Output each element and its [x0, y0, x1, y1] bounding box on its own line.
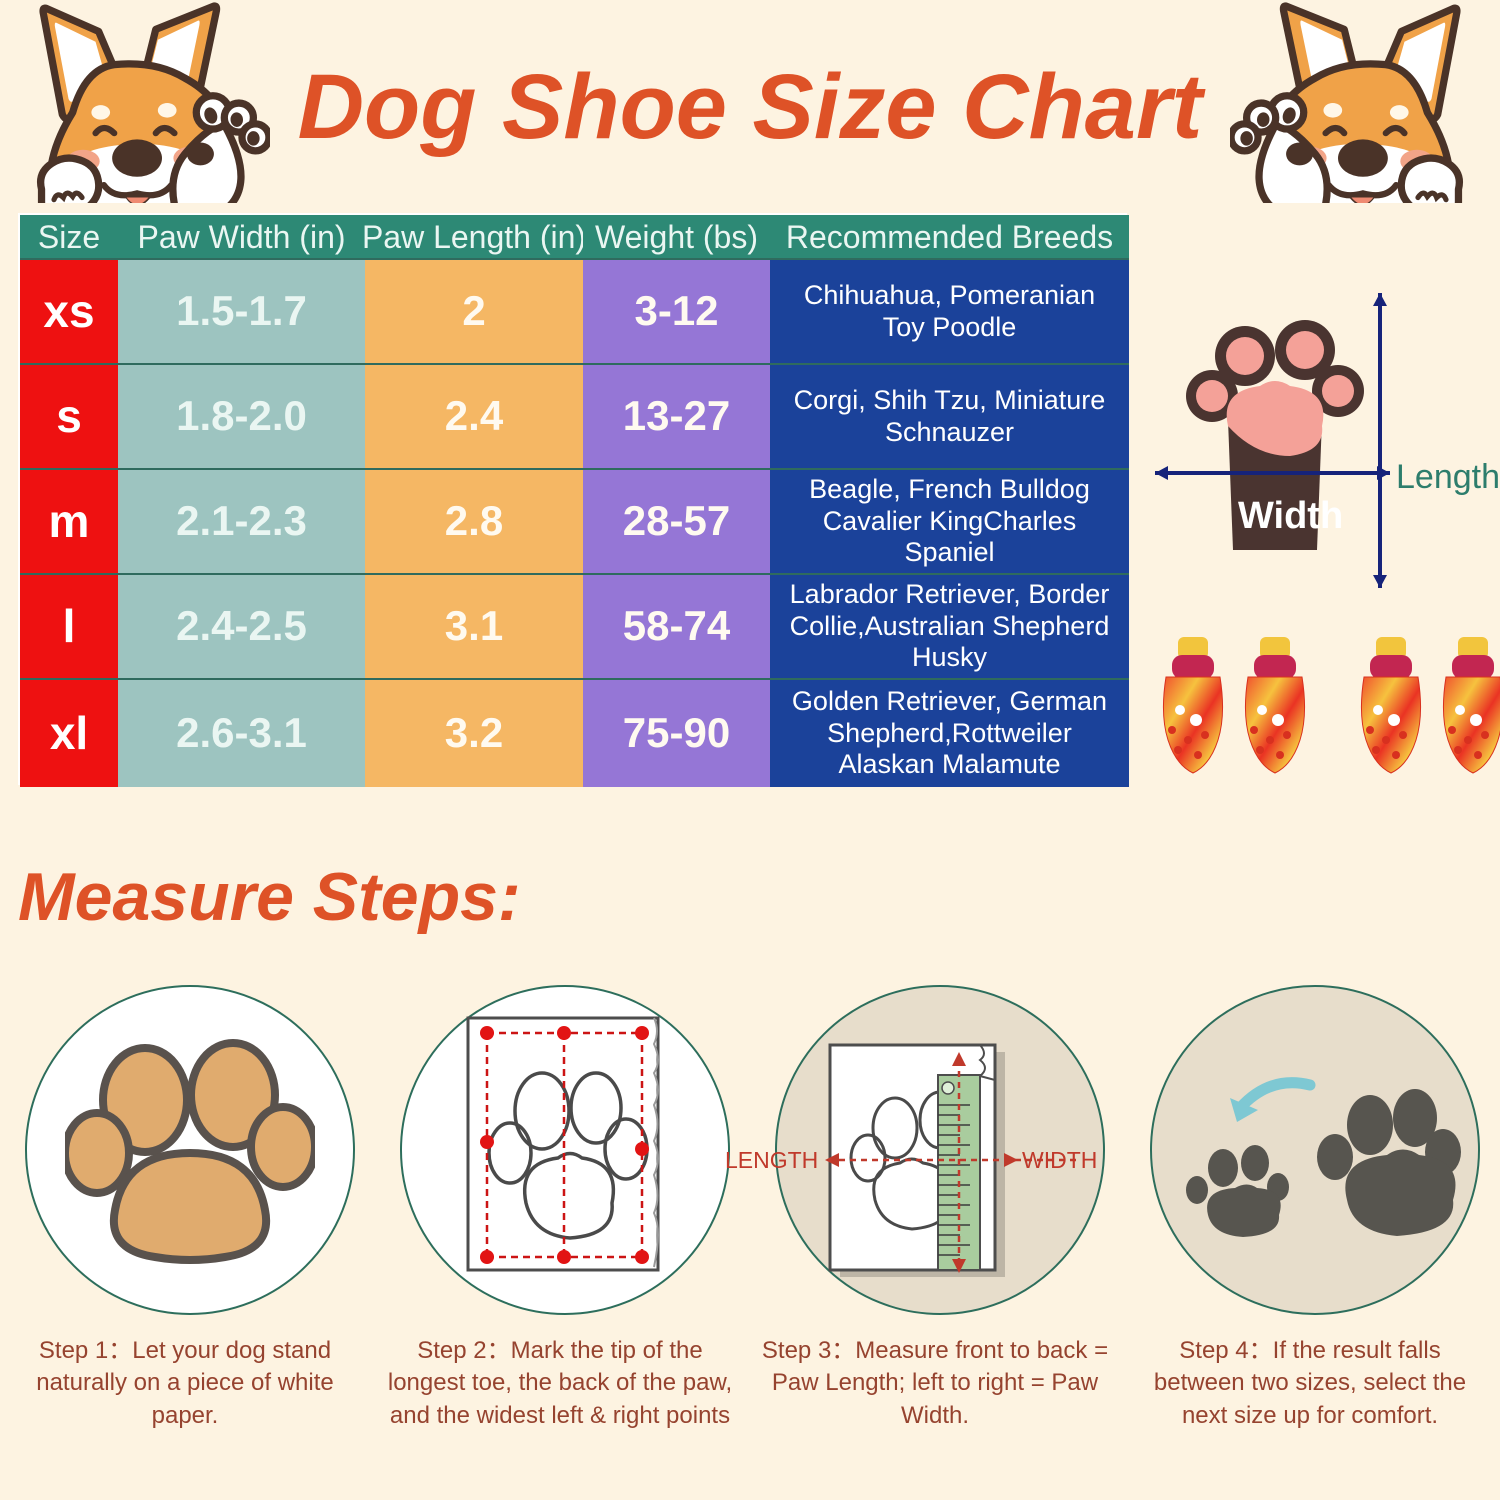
svg-text:WIDTH: WIDTH [1022, 1147, 1097, 1173]
svg-text:LENGTH: LENGTH [725, 1147, 818, 1173]
svg-text:Length: Length [1396, 458, 1500, 496]
svg-text:Width: Width [1238, 495, 1343, 537]
